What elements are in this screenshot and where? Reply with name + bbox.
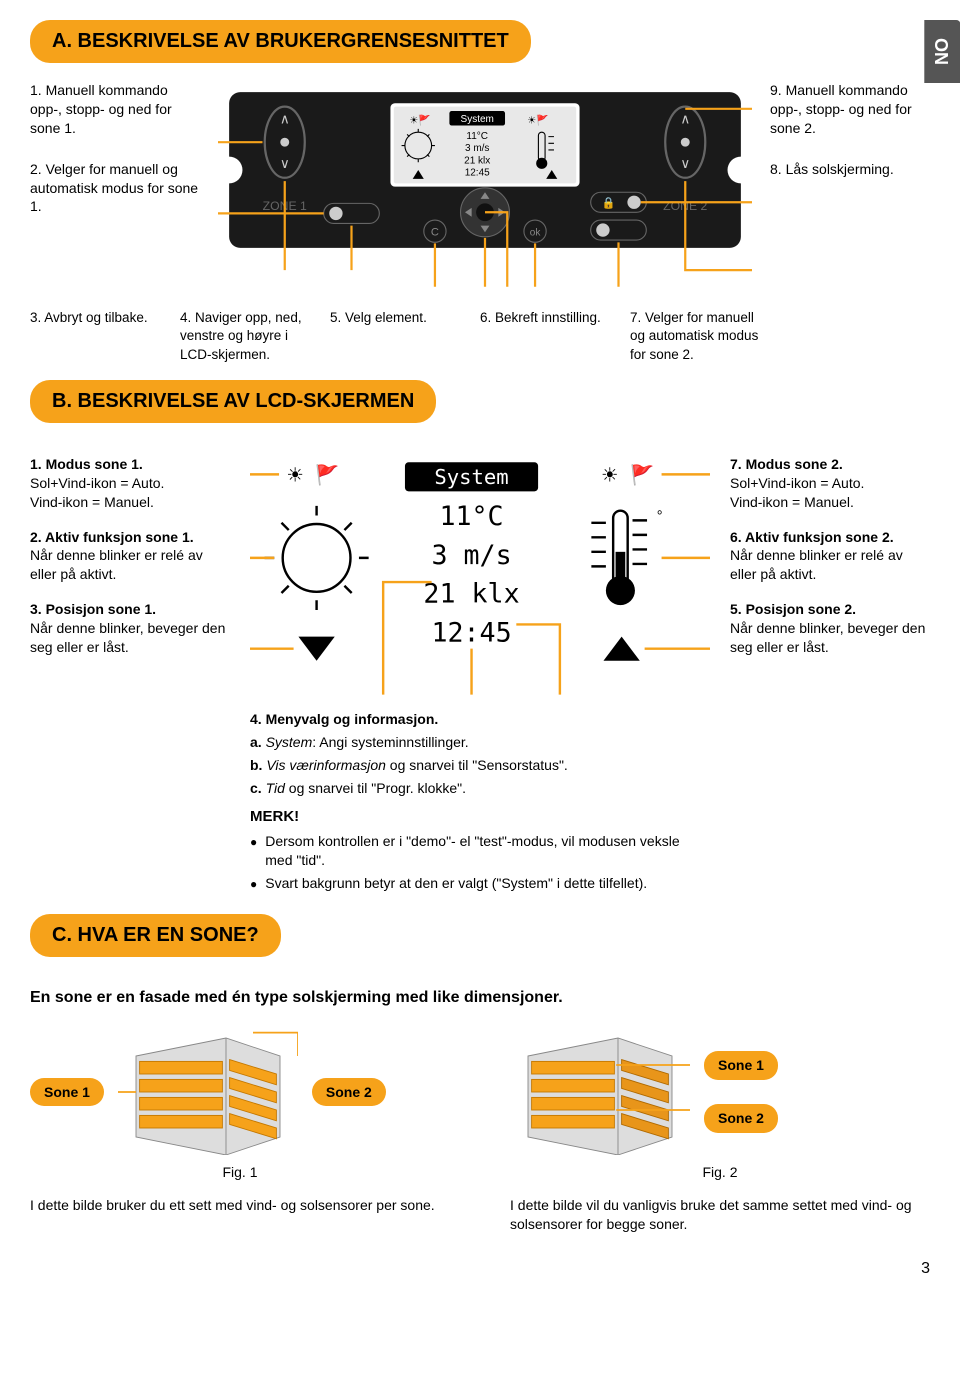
device-illustration: ∧ ∨ ∧ ∨ ZONE 1 ZONE 2 🔒 ☀🚩	[218, 81, 752, 297]
callout-4: 4. Naviger opp, ned, venstre og høyre i …	[180, 309, 310, 364]
building-fig1	[118, 1029, 298, 1155]
lcd-large-illustration: ☀ 🚩 ☀ 🚩 System °	[250, 455, 710, 702]
svg-text:11°C: 11°C	[466, 131, 488, 142]
section-b-heading: B. BESKRIVELSE AV LCD-SKJERMEN	[30, 380, 436, 423]
svg-text:∧: ∧	[680, 111, 690, 126]
callout-b1: 1. Modus sone 1. Sol+Vind-ikon = Auto. V…	[30, 455, 230, 512]
section-a-row2: 3. Avbryt og tilbake. 4. Naviger opp, ne…	[30, 309, 930, 364]
zone-tag-2b: Sone 2	[704, 1104, 778, 1133]
svg-text:☀: ☀	[601, 465, 618, 487]
callout-8: 8. Lås solskjerming.	[770, 160, 930, 179]
svg-text:☀: ☀	[286, 465, 303, 487]
svg-text:21 klx: 21 klx	[423, 579, 519, 610]
svg-text:12:45: 12:45	[431, 617, 511, 648]
page-number: 3	[30, 1258, 930, 1280]
svg-text:🔒: 🔒	[602, 197, 616, 210]
svg-text:°: °	[657, 508, 663, 524]
callout-5: 5. Velg element.	[330, 309, 460, 364]
fig2-text: I dette bilde vil du vanligvis bruke det…	[510, 1196, 930, 1234]
svg-text:☀🚩: ☀🚩	[527, 113, 548, 126]
svg-text:🚩: 🚩	[315, 464, 339, 487]
svg-text:∧: ∧	[280, 111, 290, 126]
zone-statement: En sone er en fasade med én type solskje…	[30, 987, 930, 1009]
svg-text:12:45: 12:45	[465, 168, 490, 179]
svg-text:ok: ok	[530, 228, 542, 239]
callout-b3: 3. Posisjon sone 1. Når denne blinker, b…	[30, 600, 230, 657]
svg-text:3 m/s: 3 m/s	[465, 143, 489, 154]
section-b-middle-text: 4. Menyvalg og informasjon. a. System: A…	[250, 710, 710, 892]
callout-6: 6. Bekreft innstilling.	[480, 309, 610, 364]
callout-7: 7. Velger for manuell og automatisk modu…	[630, 309, 760, 364]
callout-b2: 2. Aktiv funksjon sone 1. Når denne blin…	[30, 528, 230, 585]
callout-1: 1. Manuell kom­mando opp-, stopp- og ned…	[30, 81, 200, 138]
callout-b5: 5. Posisjon sone 2. Når denne blinker, b…	[730, 600, 930, 657]
svg-text:11°C: 11°C	[439, 501, 503, 532]
callout-b7: 7. Modus sone 2. Sol+Vind-ikon = Auto. V…	[730, 455, 930, 512]
zone-tag-2a: Sone 2	[312, 1078, 386, 1107]
section-c-heading: C. HVA ER EN SONE?	[30, 914, 281, 957]
section-a-row1: 1. Manuell kom­mando opp-, stopp- og ned…	[30, 81, 930, 297]
zone-tag-1a: Sone 1	[30, 1078, 104, 1107]
fig1-text: I dette bilde bruker du ett sett med vin…	[30, 1196, 450, 1234]
building-fig2	[510, 1029, 690, 1155]
zone-tag-1b: Sone 1	[704, 1051, 778, 1080]
svg-text:System: System	[461, 114, 494, 125]
svg-text:C: C	[431, 227, 439, 239]
callout-2: 2. Velger for manuell og automatisk modu…	[30, 160, 200, 217]
svg-text:☀🚩: ☀🚩	[409, 113, 430, 126]
fig2-caption: Fig. 2	[510, 1163, 930, 1182]
svg-text:∨: ∨	[680, 156, 690, 171]
callout-3: 3. Avbryt og tilbake.	[30, 309, 160, 364]
fig1-caption: Fig. 1	[30, 1163, 450, 1182]
svg-text:∨: ∨	[280, 156, 290, 171]
svg-text:System: System	[434, 465, 508, 489]
language-tab: NO	[924, 20, 960, 83]
section-a-heading: A. BESKRIVELSE AV BRUKERGRENSESNITTET	[30, 20, 531, 63]
svg-text:21 klx: 21 klx	[464, 155, 490, 166]
callout-b6: 6. Aktiv funksjon sone 2. Når denne blin…	[730, 528, 930, 585]
callout-9: 9. Manuell kommando opp-, stopp- og ned …	[770, 81, 930, 138]
zone-figures-row: Sone 1 Sone 2	[30, 1029, 930, 1155]
svg-text:🚩: 🚩	[630, 464, 654, 487]
svg-text:3 m/s: 3 m/s	[431, 540, 511, 571]
